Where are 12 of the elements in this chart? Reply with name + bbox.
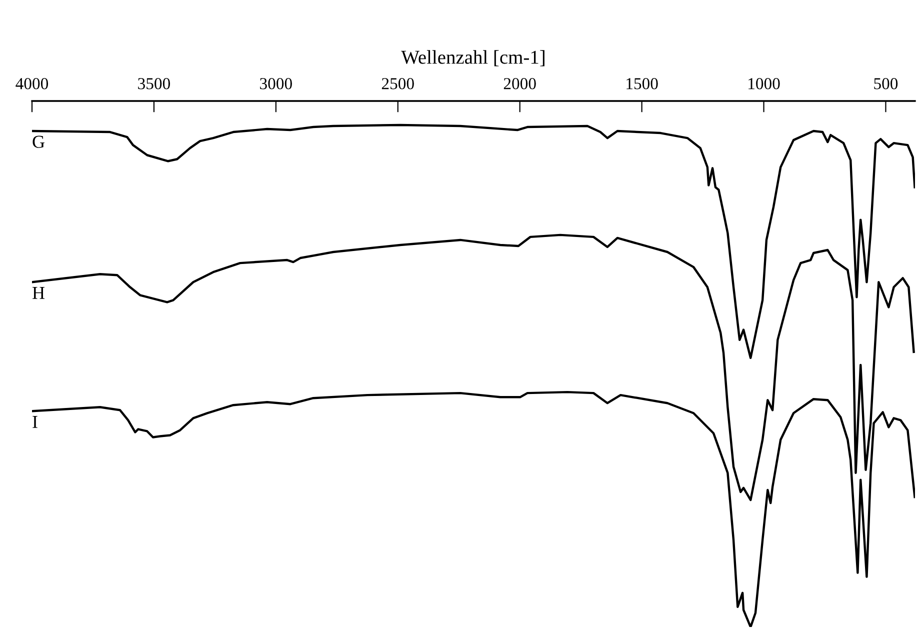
- x-tick-label: 2500: [382, 78, 414, 90]
- series-label: H: [32, 287, 45, 299]
- x-tick-label: 4000: [16, 78, 48, 90]
- x-tick-label: 3000: [260, 78, 292, 90]
- series-label: G: [32, 136, 44, 148]
- x-axis-title: Wellenzahl [cm-1]: [401, 50, 544, 66]
- x-tick-label: 2000: [504, 78, 536, 90]
- x-tick-label: 1500: [626, 78, 658, 90]
- x-tick-label: 500: [874, 78, 898, 90]
- series-label: I: [32, 416, 38, 428]
- x-tick-label: 1000: [748, 78, 780, 90]
- x-tick-label: 3500: [138, 78, 170, 90]
